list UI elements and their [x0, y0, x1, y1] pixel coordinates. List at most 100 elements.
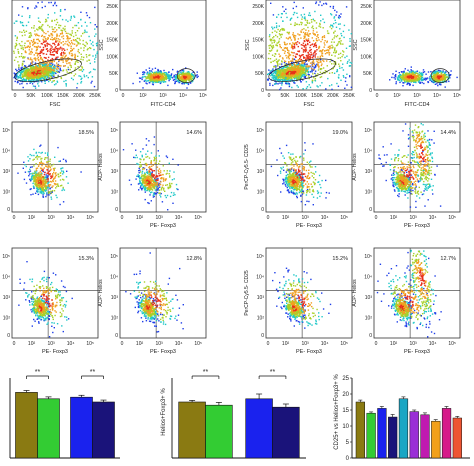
event-dot: [323, 27, 324, 28]
event-dot: [75, 73, 76, 74]
event-dot: [288, 61, 289, 62]
event-dot: [333, 63, 334, 64]
event-dot: [64, 43, 65, 44]
event-dot: [61, 42, 62, 43]
event-dot: [86, 60, 87, 61]
event-dot: [45, 67, 46, 68]
event-dot: [21, 41, 22, 42]
event-dot: [161, 80, 162, 81]
event-dot: [22, 47, 23, 48]
event-dot: [46, 189, 47, 190]
event-dot: [48, 14, 49, 15]
event-dot: [280, 70, 281, 71]
event-dot: [28, 74, 29, 75]
event-dot: [46, 54, 47, 55]
event-dot: [139, 81, 140, 82]
event-dot: [96, 53, 97, 54]
event-dot: [327, 65, 328, 66]
event-dot: [41, 51, 42, 52]
event-dot: [30, 71, 31, 72]
event-dot: [284, 79, 285, 80]
event-dot: [332, 39, 333, 40]
event-dot: [304, 74, 305, 75]
event-dot: [308, 15, 309, 16]
event-dot: [427, 77, 428, 78]
event-dot: [97, 51, 98, 52]
event-dot: [44, 36, 45, 37]
event-dot: [60, 47, 61, 48]
event-dot: [31, 35, 32, 36]
event-dot: [66, 69, 67, 70]
event-dot: [287, 49, 288, 50]
event-dot: [40, 71, 41, 72]
event-dot: [51, 82, 52, 83]
event-dot: [151, 76, 152, 77]
event-dot: [191, 76, 192, 77]
event-dot: [277, 72, 278, 73]
event-dot: [314, 11, 315, 12]
cd4-neg-cloud: [132, 68, 180, 89]
event-dot: [317, 56, 318, 57]
event-dot: [70, 50, 71, 51]
event-dot: [47, 175, 48, 176]
event-dot: [307, 55, 308, 56]
event-dot: [306, 88, 307, 89]
event-dot: [291, 39, 292, 40]
event-dot: [293, 68, 294, 69]
event-dot: [26, 47, 27, 48]
event-dot: [391, 77, 392, 78]
event-dot: [272, 77, 273, 78]
event-dot: [21, 16, 22, 17]
event-dot: [351, 87, 352, 88]
event-dot: [414, 75, 415, 76]
event-dot: [336, 52, 337, 53]
event-dot: [82, 44, 83, 45]
event-dot: [437, 85, 438, 86]
event-dot: [295, 42, 296, 43]
event-dot: [291, 52, 292, 53]
x-tick-label: 10³: [413, 93, 421, 99]
event-dot: [299, 55, 300, 56]
event-dot: [58, 25, 59, 26]
event-dot: [280, 87, 281, 88]
event-dot: [304, 63, 305, 64]
event-dot: [174, 75, 175, 76]
event-dot: [35, 60, 36, 61]
event-dot: [310, 15, 311, 16]
event-dot: [446, 74, 447, 75]
event-dot: [285, 77, 286, 78]
event-dot: [295, 71, 296, 72]
event-dot: [56, 35, 57, 36]
event-dot: [48, 57, 49, 58]
event-dot: [394, 75, 395, 76]
event-dot: [300, 66, 301, 67]
y-axis-label: SSC: [353, 39, 359, 50]
event-dot: [298, 78, 299, 79]
x-axis-label: FITC-CD4: [404, 102, 429, 108]
event-dot: [52, 35, 53, 36]
event-dot: [317, 65, 318, 66]
event-dot: [269, 47, 270, 48]
event-dot: [290, 61, 291, 62]
event-dot: [272, 28, 273, 29]
event-dot: [320, 15, 321, 16]
event-dot: [295, 35, 296, 36]
event-dot: [268, 53, 269, 54]
event-dot: [30, 77, 31, 78]
y-tick-label: 200K: [106, 21, 118, 27]
event-dot: [416, 75, 417, 76]
event-dot: [197, 76, 198, 77]
event-dot: [32, 183, 33, 184]
event-dot: [351, 33, 352, 34]
event-dot: [311, 27, 312, 28]
event-dot: [29, 42, 30, 43]
event-dot: [36, 74, 37, 75]
event-dot: [92, 55, 93, 56]
event-dot: [282, 74, 283, 75]
event-dot: [318, 39, 319, 40]
event-dot: [283, 71, 284, 72]
event-dot: [276, 23, 277, 24]
event-dot: [20, 22, 21, 23]
event-dot: [154, 73, 155, 74]
